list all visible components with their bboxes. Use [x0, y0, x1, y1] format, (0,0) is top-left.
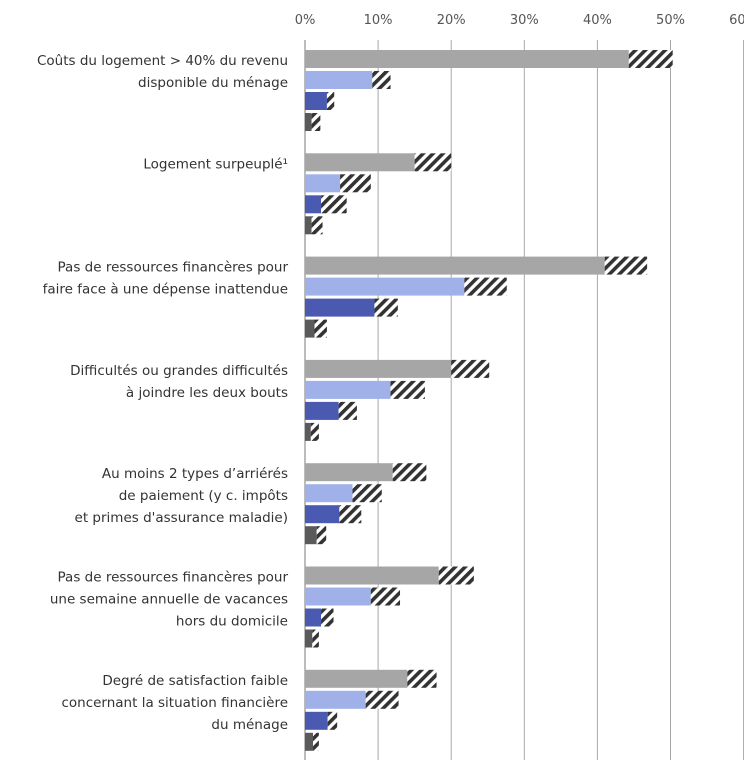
category-label: Pas de ressources financères pour faire f…	[43, 260, 289, 298]
bar-hatched-segment	[327, 711, 338, 730]
bar	[305, 608, 322, 627]
bar	[305, 484, 353, 503]
category-label: Au moins 2 types d’arriérés de paiement (…	[75, 466, 288, 526]
bar	[305, 587, 371, 606]
category-labels: Coûts du logement > 40% du revenu disponi…	[37, 53, 288, 733]
bar-hatched-segment	[352, 484, 382, 503]
bar-hatched-segment	[321, 608, 334, 627]
bar	[305, 401, 339, 420]
bar-hatched-segment	[321, 195, 347, 214]
bar-hatched-segment	[407, 669, 437, 688]
bar-hatched-segment	[314, 319, 327, 338]
category-label: Logement surpeuplé¹	[143, 156, 288, 172]
bar	[305, 256, 605, 275]
category-label: Difficultés ou grandes difficultés à join…	[70, 363, 288, 401]
x-tick-label: 20%	[437, 13, 466, 28]
bar	[305, 732, 314, 751]
bar	[305, 463, 393, 482]
x-tick-label: 50%	[656, 13, 685, 28]
x-tick-label: 0%	[295, 13, 316, 28]
bar	[305, 71, 373, 89]
x-tick-label: 10%	[364, 13, 393, 28]
bar	[305, 422, 311, 441]
x-axis-ticks: 0% 10% 20% 30% 40% 50% 60%	[295, 13, 744, 28]
bar-hatched-segment	[311, 216, 323, 235]
bar	[305, 319, 315, 338]
bar-hatched-segment	[374, 298, 398, 317]
bar-hatched-segment	[316, 526, 327, 545]
bar-hatched-segment	[438, 566, 474, 585]
bar	[305, 298, 375, 317]
bar	[305, 195, 322, 214]
bar-hatched-segment	[628, 50, 673, 68]
bar-hatched-segment	[464, 277, 507, 296]
bar-hatched-segment	[340, 174, 371, 193]
x-tick-label: 30%	[510, 13, 539, 28]
bar	[305, 566, 439, 585]
x-tick-label: 40%	[583, 13, 612, 28]
bar-hatched-segment	[390, 380, 425, 399]
bar	[305, 711, 328, 730]
bar	[305, 380, 391, 399]
category-label: Degré de satisfaction faible concernant l…	[61, 673, 288, 733]
bar-hatched-segment	[338, 401, 357, 420]
bar-hatched-segment	[312, 629, 319, 648]
bar-hatched-segment	[326, 92, 335, 110]
bar	[305, 669, 408, 688]
bar	[305, 174, 341, 193]
bar	[305, 505, 340, 524]
bar	[305, 153, 415, 172]
bars	[305, 50, 673, 751]
bar-hatched-segment	[310, 422, 319, 441]
bar	[305, 216, 312, 235]
bar	[305, 277, 465, 296]
gridlines	[304, 40, 744, 760]
bar-hatched-segment	[604, 256, 648, 275]
bar-hatched-segment	[392, 463, 427, 482]
bar	[305, 629, 313, 648]
bar-hatched-segment	[311, 113, 321, 131]
bar-hatched-segment	[365, 690, 399, 709]
bar-hatched-segment	[451, 359, 490, 378]
x-tick-label: 60%	[729, 13, 744, 28]
bar	[305, 690, 366, 709]
bar	[305, 92, 327, 110]
bar	[305, 526, 317, 545]
bar	[305, 113, 312, 131]
bar-hatched-segment	[372, 71, 391, 89]
category-label: Coûts du logement > 40% du revenu disponi…	[37, 53, 288, 91]
bar-hatched-segment	[370, 587, 401, 606]
bar-hatched-segment	[339, 505, 362, 524]
category-label: Pas de ressources financères pour une sem…	[50, 570, 289, 630]
bar-hatched-segment	[414, 153, 452, 172]
bar	[305, 359, 452, 378]
bar-hatched-segment	[313, 732, 319, 751]
bar	[305, 50, 629, 68]
